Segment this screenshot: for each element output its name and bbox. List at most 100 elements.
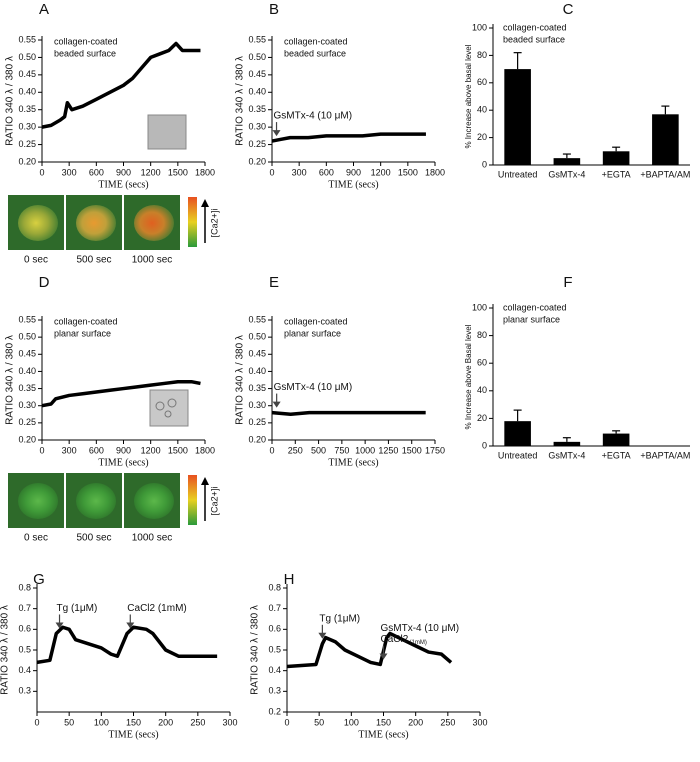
y-tick-label: 0.40	[18, 366, 36, 376]
note: beaded surface	[54, 48, 116, 58]
y-tick-label: 0.30	[18, 122, 36, 132]
y-tick-label: 0	[482, 159, 487, 169]
image-label: 500 sec	[76, 533, 111, 544]
x-tick-label: 1500	[168, 445, 188, 455]
x-tick-label: GsMTx-4	[548, 169, 585, 179]
note: collagen-coated	[284, 316, 348, 326]
data-line	[271, 132, 426, 143]
x-tick-label: 150	[376, 717, 391, 727]
note: beaded surface	[503, 34, 565, 44]
y-tick-label: 0.40	[248, 366, 266, 376]
y-tick-label: 40	[477, 105, 487, 115]
bar	[602, 433, 630, 446]
x-tick-label: 500	[311, 445, 326, 455]
y-tick-label: 0.25	[18, 417, 36, 427]
x-tick-label: 300	[222, 717, 237, 727]
x-tick-label: 300	[472, 717, 487, 727]
bar	[504, 421, 531, 446]
bar	[602, 151, 630, 165]
y-tick-label: 80	[477, 330, 487, 340]
x-tick-label: 900	[116, 445, 131, 455]
y-tick-label: 60	[477, 77, 487, 87]
x-tick-label: 0	[284, 717, 289, 727]
y-tick-label: 0.45	[248, 349, 266, 359]
annotation-arrowhead	[55, 622, 64, 629]
y-tick-label: 60	[477, 358, 487, 368]
y-tick-label: 0.8	[18, 582, 31, 592]
note: collagen-coated	[503, 22, 567, 32]
y-tick-label: 0.6	[268, 624, 281, 634]
x-tick-label: +BAPTA/AM	[640, 450, 690, 460]
y-tick-label: 0.20	[18, 434, 36, 444]
cell-image-cell	[18, 205, 58, 241]
cell-image-cell	[134, 205, 174, 241]
x-tick-label: 300	[62, 167, 77, 177]
inset-image	[149, 389, 189, 427]
y-tick-label: 0.2	[268, 706, 281, 716]
y-tick-label: 0.4	[268, 665, 281, 675]
note: planar surface	[503, 314, 560, 324]
y-tick-label: 0.5	[268, 644, 281, 654]
x-tick-label: +EGTA	[602, 450, 631, 460]
image-label: 500 sec	[76, 255, 111, 266]
inset-cell	[155, 401, 165, 411]
x-tick-label: 300	[292, 167, 307, 177]
panel-label: G	[33, 571, 45, 588]
x-tick-label: 250	[440, 717, 455, 727]
note: planar surface	[54, 328, 111, 338]
bar	[652, 114, 679, 165]
annotation-arrowhead	[318, 632, 327, 639]
panel-label: A	[39, 1, 49, 18]
y-tick-label: 0.55	[248, 314, 266, 324]
x-tick-label: 1200	[371, 167, 391, 177]
y-tick-label: 0.50	[18, 332, 36, 342]
annotation-sub: (1mM)	[410, 640, 427, 646]
colorbar-arrowhead	[201, 199, 209, 207]
y-tick-label: 0.30	[248, 400, 266, 410]
x-tick-label: Untreated	[498, 169, 538, 179]
y-tick-label: 0.25	[248, 417, 266, 427]
x-tick-label: 1200	[141, 445, 161, 455]
y-tick-label: 0.7	[268, 603, 281, 613]
x-tick-label: Untreated	[498, 450, 538, 460]
data-line	[41, 41, 201, 129]
x-tick-label: 0	[269, 167, 274, 177]
annotation-arrowhead	[272, 401, 281, 408]
x-tick-label: 1800	[195, 445, 215, 455]
y-tick-label: 0.5	[18, 644, 31, 654]
annotation: Tg (1μM)	[319, 613, 360, 624]
x-tick-label: 1500	[398, 167, 418, 177]
x-tick-label: 250	[190, 717, 205, 727]
y-tick-label: 0.35	[18, 104, 36, 114]
x-tick-label: 50	[64, 717, 74, 727]
note: planar surface	[284, 328, 341, 338]
annotation: GsMTx-4 (10 μM)	[274, 382, 353, 393]
x-axis-label: TIME (secs)	[98, 457, 148, 468]
x-tick-label: 1800	[425, 167, 445, 177]
x-tick-label: 1200	[141, 167, 161, 177]
x-tick-label: 100	[344, 717, 359, 727]
annotation-arrowhead	[272, 130, 281, 137]
x-tick-label: 900	[116, 167, 131, 177]
x-tick-label: 750	[334, 445, 349, 455]
note: collagen-coated	[284, 36, 348, 46]
x-tick-label: 1750	[425, 445, 445, 455]
bar	[553, 441, 581, 446]
x-tick-label: 300	[62, 445, 77, 455]
x-tick-label: GsMTx-4	[548, 450, 585, 460]
image-label: 0 sec	[24, 255, 48, 266]
colorbar	[188, 197, 197, 247]
image-label: 1000 sec	[132, 255, 173, 266]
y-axis-label: RATIO 340 λ / 380 λ	[0, 605, 11, 695]
y-tick-label: 0.35	[18, 383, 36, 393]
x-tick-label: 1500	[168, 167, 188, 177]
panel-label: C	[563, 1, 574, 18]
x-tick-label: 900	[346, 167, 361, 177]
panel-label: D	[39, 274, 50, 291]
x-axis-label: TIME (secs)	[98, 179, 148, 190]
x-tick-label: 600	[89, 167, 104, 177]
x-tick-label: 600	[89, 445, 104, 455]
x-axis-label: TIME (secs)	[328, 179, 378, 190]
y-tick-label: 0.30	[248, 122, 266, 132]
